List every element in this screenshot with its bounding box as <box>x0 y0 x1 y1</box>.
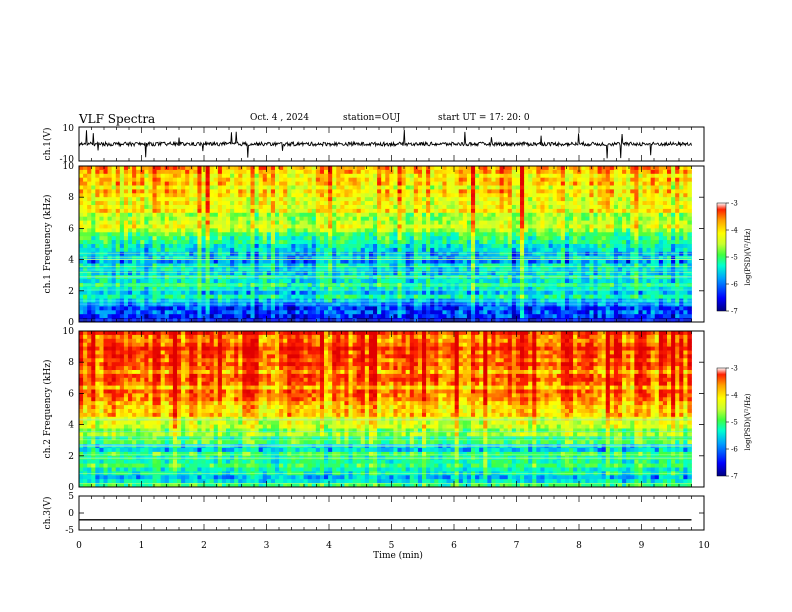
ch1-waveform-ylabel: ch.1(V) <box>42 128 53 161</box>
ch2-spec-ytick-label: 10 <box>63 327 75 337</box>
ch1-spectrogram-ylabel: ch.1 Frequency (kHz) <box>42 195 53 294</box>
time-axis-tick-labels: 0 1 2 3 4 5 6 7 8 9 10 <box>76 541 710 551</box>
ch1-spec-ytick-label: 4 <box>68 256 74 266</box>
ch2-spec-ytick-label: 0 <box>68 483 74 493</box>
ch1-spec-ytick-label: 2 <box>68 287 74 297</box>
ch1-spec-ytick-label: 6 <box>68 224 74 234</box>
ch2-spec-ytick-label: 8 <box>68 358 74 368</box>
ch3-waveform-ylabel: ch.3(V) <box>42 497 53 530</box>
start-time-label: start UT = 17: 20: 0 <box>438 113 530 123</box>
time-tick-label: 0 <box>76 541 82 551</box>
time-tick-label: 10 <box>698 541 710 551</box>
chart-title: VLF Spectra <box>79 112 156 126</box>
date-label: Oct. 4 , 2024 <box>250 113 309 123</box>
station-label: station=OUJ <box>343 113 401 123</box>
ch3-ytick-label: 0 <box>68 509 74 519</box>
time-tick-label: 9 <box>639 541 645 551</box>
ch2-colorbar-label: log(PSD)(V²/Hz) <box>744 393 752 450</box>
colorbar-tick-label: -7 <box>731 308 738 316</box>
ch3-ytick-label: -5 <box>65 526 74 536</box>
time-tick-label: 8 <box>576 541 582 551</box>
colorbar-tick-label: -3 <box>731 365 738 373</box>
ch2-colorbar <box>716 367 727 477</box>
time-tick-label: 2 <box>201 541 207 551</box>
ch1-spectrogram-image <box>79 166 692 323</box>
ch2-spec-ytick-label: 2 <box>68 452 74 462</box>
ch1-ytick-top: 10 <box>63 124 75 134</box>
ch1-spec-ytick-label: 0 <box>68 318 74 328</box>
ch1-spec-ytick-label: 8 <box>68 193 74 203</box>
colorbar-tick-label: -4 <box>731 227 738 235</box>
time-axis-ticks <box>78 127 705 530</box>
time-tick-label: 7 <box>514 541 520 551</box>
ch1-colorbar-label: log(PSD)(V²/Hz) <box>744 228 752 285</box>
ch1-spec-ytick-label: 10 <box>63 162 75 172</box>
time-tick-label: 4 <box>326 541 332 551</box>
time-tick-label: 6 <box>451 541 457 551</box>
time-tick-label: 1 <box>139 541 145 551</box>
ch2-spectrogram-image <box>79 331 692 488</box>
ch1-ytick-bottom: -10 <box>60 155 75 165</box>
ch1-waveform-line <box>78 129 692 159</box>
time-tick-label: 3 <box>264 541 270 551</box>
ch2-spectrogram-ylabel: ch.2 Frequency (kHz) <box>42 360 53 459</box>
colorbar-tick-label: -5 <box>731 254 738 262</box>
ch2-spec-ytick-label: 6 <box>68 389 74 399</box>
ch1-waveform-trace <box>78 129 692 159</box>
time-tick-label: 5 <box>389 541 395 551</box>
colorbar-tick-label: -6 <box>731 446 738 454</box>
ch3-ytick-label: 5 <box>68 492 74 502</box>
colorbar-tick-label: -7 <box>731 473 738 481</box>
ch1-colorbar <box>716 202 727 312</box>
ch2-spec-ytick-label: 4 <box>68 421 74 431</box>
colorbar-tick-label: -3 <box>731 200 738 208</box>
colorbar-tick-label: -6 <box>731 281 738 289</box>
colorbar-tick-label: -5 <box>731 419 738 427</box>
time-axis-label: Time (min) <box>373 550 423 561</box>
colorbar-tick-label: -4 <box>731 392 738 400</box>
